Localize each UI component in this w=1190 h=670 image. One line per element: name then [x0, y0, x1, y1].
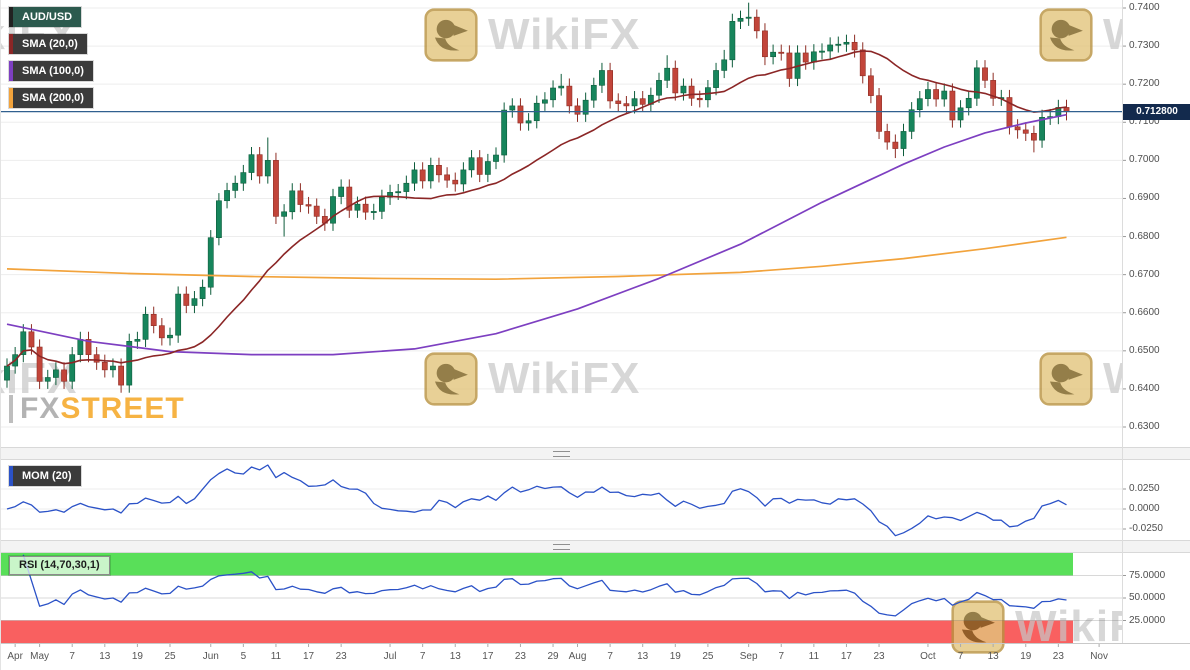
wikifx-watermark-text: WikiFX	[1015, 602, 1123, 651]
wikifx-watermark-text: WikiFX	[488, 10, 641, 59]
legend-item-sma200[interactable]: SMA (200,0)	[9, 88, 93, 108]
wikifx-watermark-text: WikiFX	[1103, 10, 1123, 60]
wikifx-watermark: WikiFX	[1039, 352, 1123, 406]
wikifx-watermark: WikiFX	[424, 352, 640, 406]
wikifx-logo-icon	[424, 352, 478, 406]
legend-item-label: SMA (200,0)	[22, 92, 84, 104]
panel-resize-handle-icon[interactable]	[553, 451, 570, 457]
wikifx-logo-icon	[951, 600, 1005, 654]
legend-color-swatch	[9, 7, 13, 27]
legend-color-swatch	[9, 88, 13, 108]
wikifx-watermark: WikiFX	[951, 600, 1123, 654]
wikifx-watermark-text: WikiFX	[488, 354, 641, 403]
panel-resize-handle-icon[interactable]	[553, 544, 570, 550]
wikifx-watermark: WikiFX	[424, 8, 640, 62]
panel-separator	[1, 540, 1190, 553]
wikifx-watermark: WikiFX	[1039, 8, 1123, 62]
legend: AUD/USD SMA (20,0) SMA (100,0) SMA (200,…	[9, 7, 93, 108]
legend-item-label: AUD/USD	[22, 11, 73, 23]
wikifx-watermark-text: WikiFX	[1103, 354, 1123, 404]
wikifx-logo-icon	[424, 8, 478, 62]
panel-separator	[1, 447, 1190, 460]
legend-color-swatch	[9, 34, 13, 54]
wikifx-logo-icon	[1039, 8, 1093, 62]
legend-item-audusd[interactable]: AUD/USD	[9, 7, 82, 27]
legend-color-swatch	[9, 61, 13, 81]
legend-item-sma100[interactable]: SMA (100,0)	[9, 61, 93, 81]
wikifx-logo-icon	[1039, 352, 1093, 406]
legend-item-sma20[interactable]: SMA (20,0)	[9, 34, 87, 54]
legend-item-label: SMA (20,0)	[22, 38, 78, 50]
legend-item-label: SMA (100,0)	[22, 65, 84, 77]
